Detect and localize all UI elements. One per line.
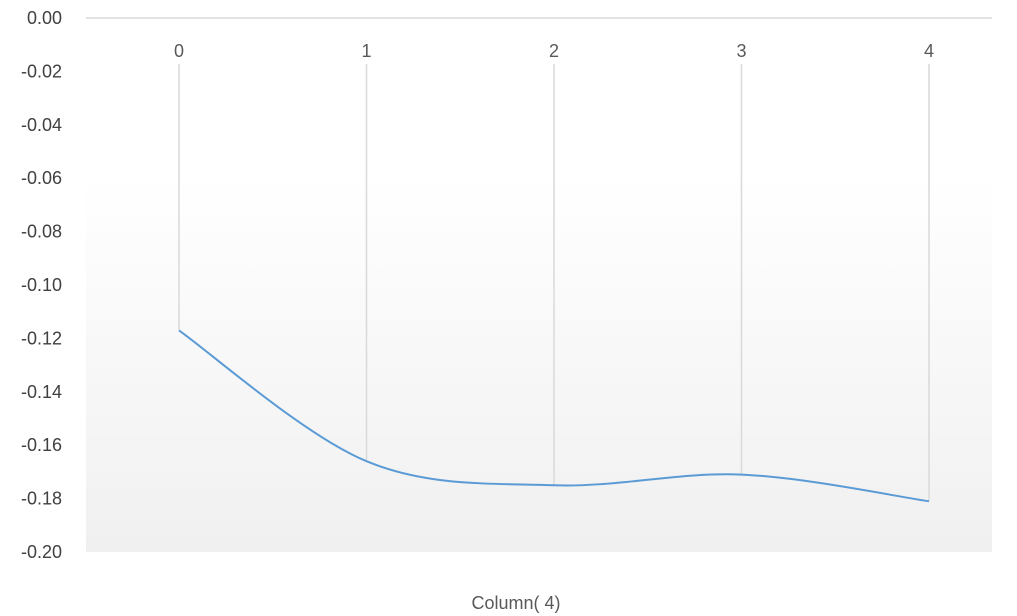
y-tick-label: -0.02 bbox=[21, 61, 62, 81]
x-tick-label: 4 bbox=[924, 41, 934, 61]
x-axis-ticks: 0 1 2 3 4 bbox=[174, 41, 934, 61]
y-tick-label: -0.10 bbox=[21, 275, 62, 295]
x-axis-label: Column( 4) bbox=[471, 593, 560, 613]
series-line bbox=[178, 329, 930, 503]
y-tick-label: -0.20 bbox=[21, 542, 62, 562]
y-tick-label: -0.18 bbox=[21, 489, 62, 509]
x-tick-label: 1 bbox=[361, 41, 371, 61]
x-tick-label: 0 bbox=[174, 41, 184, 61]
y-tick-label: -0.08 bbox=[21, 222, 62, 242]
y-tick-label: -0.04 bbox=[21, 115, 62, 135]
x-tick-label: 2 bbox=[549, 41, 559, 61]
y-tick-label: -0.12 bbox=[21, 328, 62, 348]
y-tick-label: -0.16 bbox=[21, 435, 62, 455]
plot-area bbox=[86, 18, 992, 552]
y-axis-ticks: 0.00 -0.02 -0.04 -0.06 -0.08 -0.10 -0.12 -0.14 -… bbox=[21, 8, 62, 562]
y-tick-label: 0.00 bbox=[27, 8, 62, 28]
y-tick-label: -0.06 bbox=[21, 168, 62, 188]
drop-lines bbox=[178, 64, 930, 502]
x-tick-label: 3 bbox=[736, 41, 746, 61]
y-tick-label: -0.14 bbox=[21, 382, 62, 402]
